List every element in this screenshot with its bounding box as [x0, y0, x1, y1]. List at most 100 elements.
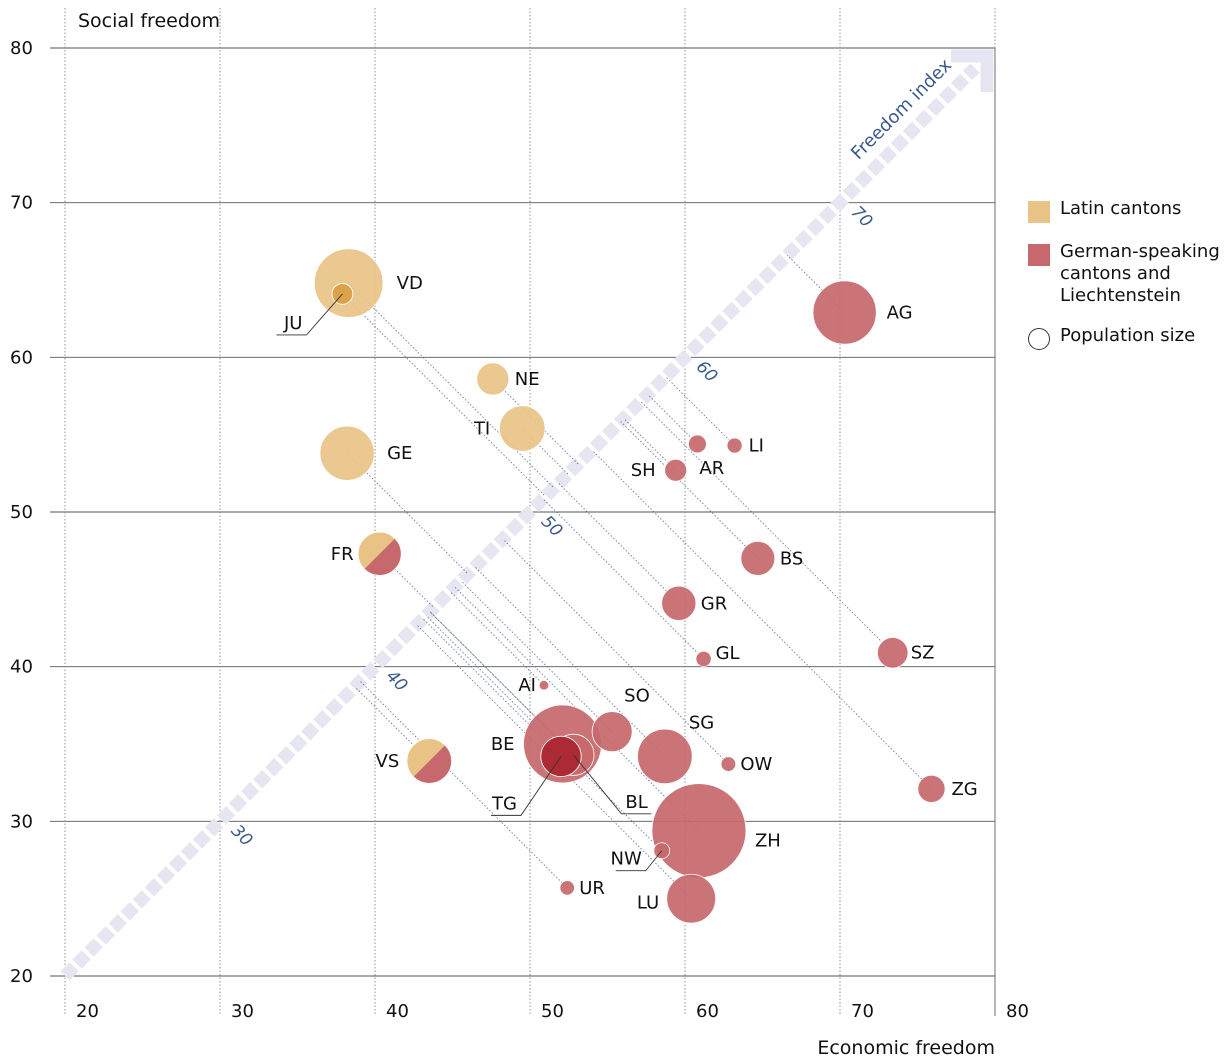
x-tick-label: 30: [231, 1001, 254, 1022]
leader-line: [615, 850, 663, 872]
bubble-label-ar: AR: [699, 458, 724, 479]
bubble-vd: [313, 248, 384, 318]
bubble-circle: [499, 405, 546, 452]
bubble-ai: [538, 679, 550, 691]
bubble-so: [591, 711, 633, 753]
projection-line: [379, 553, 435, 609]
x-tick-label: 20: [76, 1001, 99, 1022]
bubble-circle: [666, 873, 717, 924]
bubble-gr: [661, 585, 697, 621]
y-tick-label: 30: [10, 811, 33, 832]
bubble-circle: [664, 458, 688, 482]
bubble-zg: [917, 774, 946, 803]
legend-swatch-latin: [1028, 201, 1050, 223]
projection-line: [359, 681, 568, 889]
bubble-label-ju: JU: [283, 313, 302, 334]
bubble-labels: VD JU AG NE TI GE AR LI SH FR BS GR GL SZ AI SO BE SG BL TG…: [276, 273, 978, 914]
bubble-circle: [812, 280, 877, 345]
bubble-label-ag: AG: [887, 302, 913, 323]
projection-line: [542, 498, 704, 660]
bubble-label-bl: BL: [625, 792, 647, 813]
bubble-vs: [406, 738, 453, 784]
projection-line: [620, 421, 759, 559]
projection-line: [429, 611, 574, 756]
projection-line: [647, 394, 698, 445]
grid: [50, 8, 996, 1016]
bubble-label-ge: GE: [387, 443, 412, 464]
bubble-circle: [876, 637, 909, 669]
y-tick-label: 50: [10, 502, 33, 523]
bubble-half-latin: [406, 738, 452, 784]
leader-line: [491, 756, 562, 816]
bubble-circle: [917, 774, 946, 803]
bubble-ar: [688, 434, 707, 454]
y-tick-label: 60: [10, 347, 33, 368]
bubble-label-gr: GR: [701, 593, 727, 614]
bubble-label-nw: NW: [610, 849, 641, 870]
bubble-outline: [357, 531, 402, 576]
y-tick-label: 80: [10, 38, 33, 59]
projection-line: [425, 615, 663, 852]
projection-line: [665, 376, 735, 446]
bubble-ur: [559, 880, 575, 896]
bubble-ow: [720, 756, 737, 772]
x-tick-label: 50: [541, 1001, 564, 1022]
bubble-circle: [720, 756, 737, 772]
bubble-label-gl: GL: [716, 643, 740, 664]
diagonal-tick-label: 70: [847, 202, 876, 231]
bubble-circle: [695, 650, 712, 668]
y-tick-label: 20: [10, 966, 33, 987]
projection-line: [558, 483, 680, 604]
bubble-label-ur: UR: [579, 878, 605, 899]
bubble-label-ti: TI: [473, 418, 490, 439]
legend-label: Population size: [1060, 325, 1196, 346]
bubble-ti: [499, 405, 546, 452]
projection-line: [342, 293, 546, 497]
diagonal-arrow-head: [951, 49, 994, 92]
legend: Latin cantons German-speaking cantons an…: [1028, 198, 1228, 368]
bubble-label-zh: ZH: [755, 831, 781, 852]
bubble-circle: [591, 711, 633, 753]
bubble-zh: [651, 783, 747, 879]
legend-swatch-population: [1028, 328, 1050, 350]
bubble-label-vs: VS: [376, 751, 400, 772]
bubble-circle: [637, 728, 693, 785]
diagonal-tick-label: 30: [227, 821, 256, 850]
axis-ticks: 20 30 40 50 60 70 80 20 30 40 50 60 70 80: [10, 38, 1029, 1022]
bubble-outline: [406, 738, 453, 784]
bubble-label-tg: TG: [491, 793, 517, 814]
diagonal-tick-label: 40: [382, 666, 411, 695]
projection-line: [591, 449, 932, 790]
bubble-sz: [876, 637, 909, 669]
bubble-label-sh: SH: [631, 460, 656, 481]
bubble-label-zg: ZG: [951, 779, 977, 800]
projection-line: [346, 452, 469, 575]
legend-label: German-speaking cantons and Liechtenstei…: [1060, 241, 1220, 306]
legend-label: Latin cantons: [1060, 198, 1182, 219]
projection-line: [474, 566, 666, 757]
y-axis-title: Social freedom: [78, 10, 220, 32]
bubble-label-sg: SG: [689, 712, 714, 733]
x-axis-title: Economic freedom: [817, 1037, 995, 1059]
x-tick-label: 40: [386, 1001, 409, 1022]
bubble-label-ai: AI: [518, 675, 536, 696]
bubble-label-bs: BS: [780, 548, 803, 569]
bubble-ge: [319, 425, 375, 481]
bubble-sh: [664, 458, 688, 482]
bubble-circle: [313, 248, 384, 318]
projection-line: [348, 282, 555, 489]
projection-line: [502, 538, 729, 765]
leader-line: [573, 754, 652, 815]
bubble-label-ne: NE: [515, 369, 540, 390]
x-tick-label: 80: [1006, 1001, 1029, 1022]
bubble-circle: [726, 437, 743, 454]
bubbles: [313, 248, 946, 924]
projection-line: [449, 591, 545, 686]
x-tick-label: 70: [851, 1001, 874, 1022]
bubble-label-be: BE: [491, 734, 515, 755]
legend-item-population: Population size: [1028, 325, 1228, 350]
bubble-label-sz: SZ: [911, 643, 935, 664]
legend-swatch-german: [1028, 244, 1050, 266]
y-tick-label: 70: [10, 193, 33, 214]
